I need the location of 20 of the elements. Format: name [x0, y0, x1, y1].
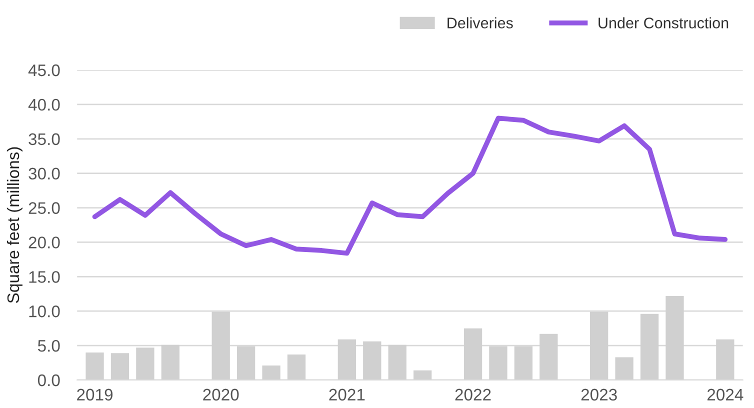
y-tick-label: 30.0 — [28, 168, 60, 180]
y-tick-label: 20.0 — [28, 236, 60, 248]
y-tick-label: 45.0 — [28, 64, 60, 76]
y-tick-label: 15.0 — [29, 271, 60, 283]
x-tick-label: 2021 — [329, 388, 365, 401]
x-tick-label: 2024 — [707, 388, 744, 401]
x-tick-label: 2022 — [455, 388, 491, 401]
y-axis-title: Square feet (millions) — [6, 147, 22, 303]
y-tick-label: 5.0 — [38, 340, 60, 352]
legend-label: Deliveries — [448, 17, 513, 28]
legend-label: Under Construction — [598, 17, 728, 28]
y-tick-label: 10.0 — [29, 306, 60, 318]
line-series — [92, 116, 728, 256]
y-tick-label: 25.0 — [28, 202, 60, 214]
y-tick-label: 35.0 — [28, 133, 60, 146]
x-tick-label: 2023 — [581, 388, 617, 401]
x-tick-label: 2019 — [77, 388, 113, 401]
y-tick-label: 0.0 — [38, 374, 60, 386]
y-tick-label: 40.0 — [28, 98, 60, 111]
x-tick-label: 2020 — [203, 388, 239, 401]
